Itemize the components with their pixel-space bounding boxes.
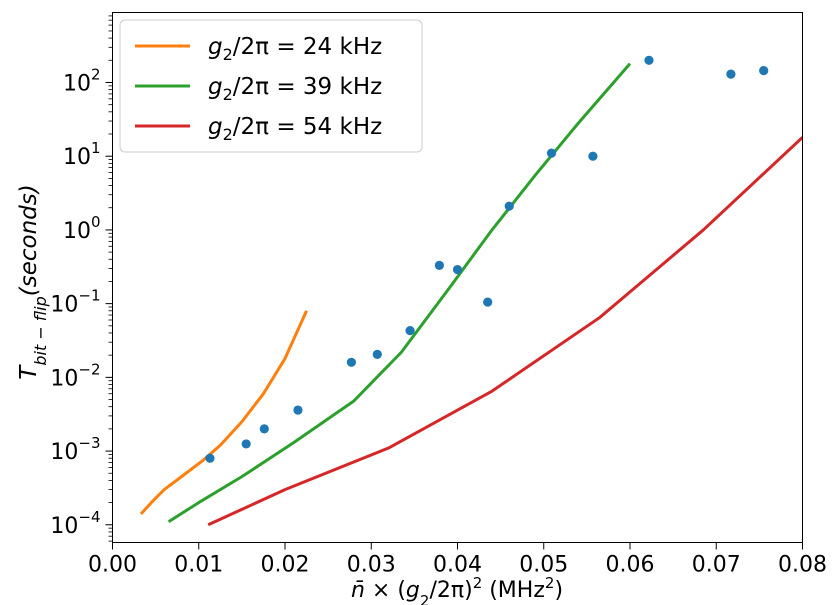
data-point [260,424,269,433]
data-point [205,454,214,463]
legend-label: g2/2π = 54 kHz [208,114,382,144]
data-point [588,152,597,161]
y-tick-label: 10−2 [50,360,100,391]
data-point [547,149,556,158]
y-tick-label: 10−4 [50,508,100,539]
data-point [483,297,492,306]
y-tick-label: 100 [63,213,101,244]
data-point [759,66,768,75]
data-point [726,69,735,78]
data-point [505,202,514,211]
legend-label: g2/2π = 39 kHz [208,74,382,104]
data-point [435,261,444,270]
y-tick-label: 102 [63,65,101,96]
x-tick-label: 0.00 [88,553,137,578]
y-tick-label: 10−1 [50,287,100,318]
data-point [347,358,356,367]
data-point [293,405,302,414]
x-tick-label: 0.05 [519,553,568,578]
y-tick-label: 10−3 [50,434,100,465]
x-tick-label: 0.02 [261,553,310,578]
y-axis-label: Tbit − flip(seconds) [16,184,50,379]
x-tick-label: 0.03 [347,553,396,578]
x-tick-label: 0.07 [692,553,741,578]
x-tick-label: 0.08 [778,553,827,578]
y-tick-label: 101 [63,139,101,170]
legend-label: g2/2π = 24 kHz [208,34,382,64]
data-point [373,350,382,359]
x-tick-label: 0.01 [174,553,223,578]
data-point [242,439,251,448]
x-axis-label: n̄ × (g2/2π)2 (MHz2) [351,574,563,605]
series-line-0 [141,311,307,514]
data-point [453,265,462,274]
legend: g2/2π = 24 kHz g2/2π = 39 kHz g2/2π = 54 k… [120,20,422,152]
x-tick-label: 0.06 [606,553,655,578]
data-point [644,56,653,65]
data-point [405,326,414,335]
